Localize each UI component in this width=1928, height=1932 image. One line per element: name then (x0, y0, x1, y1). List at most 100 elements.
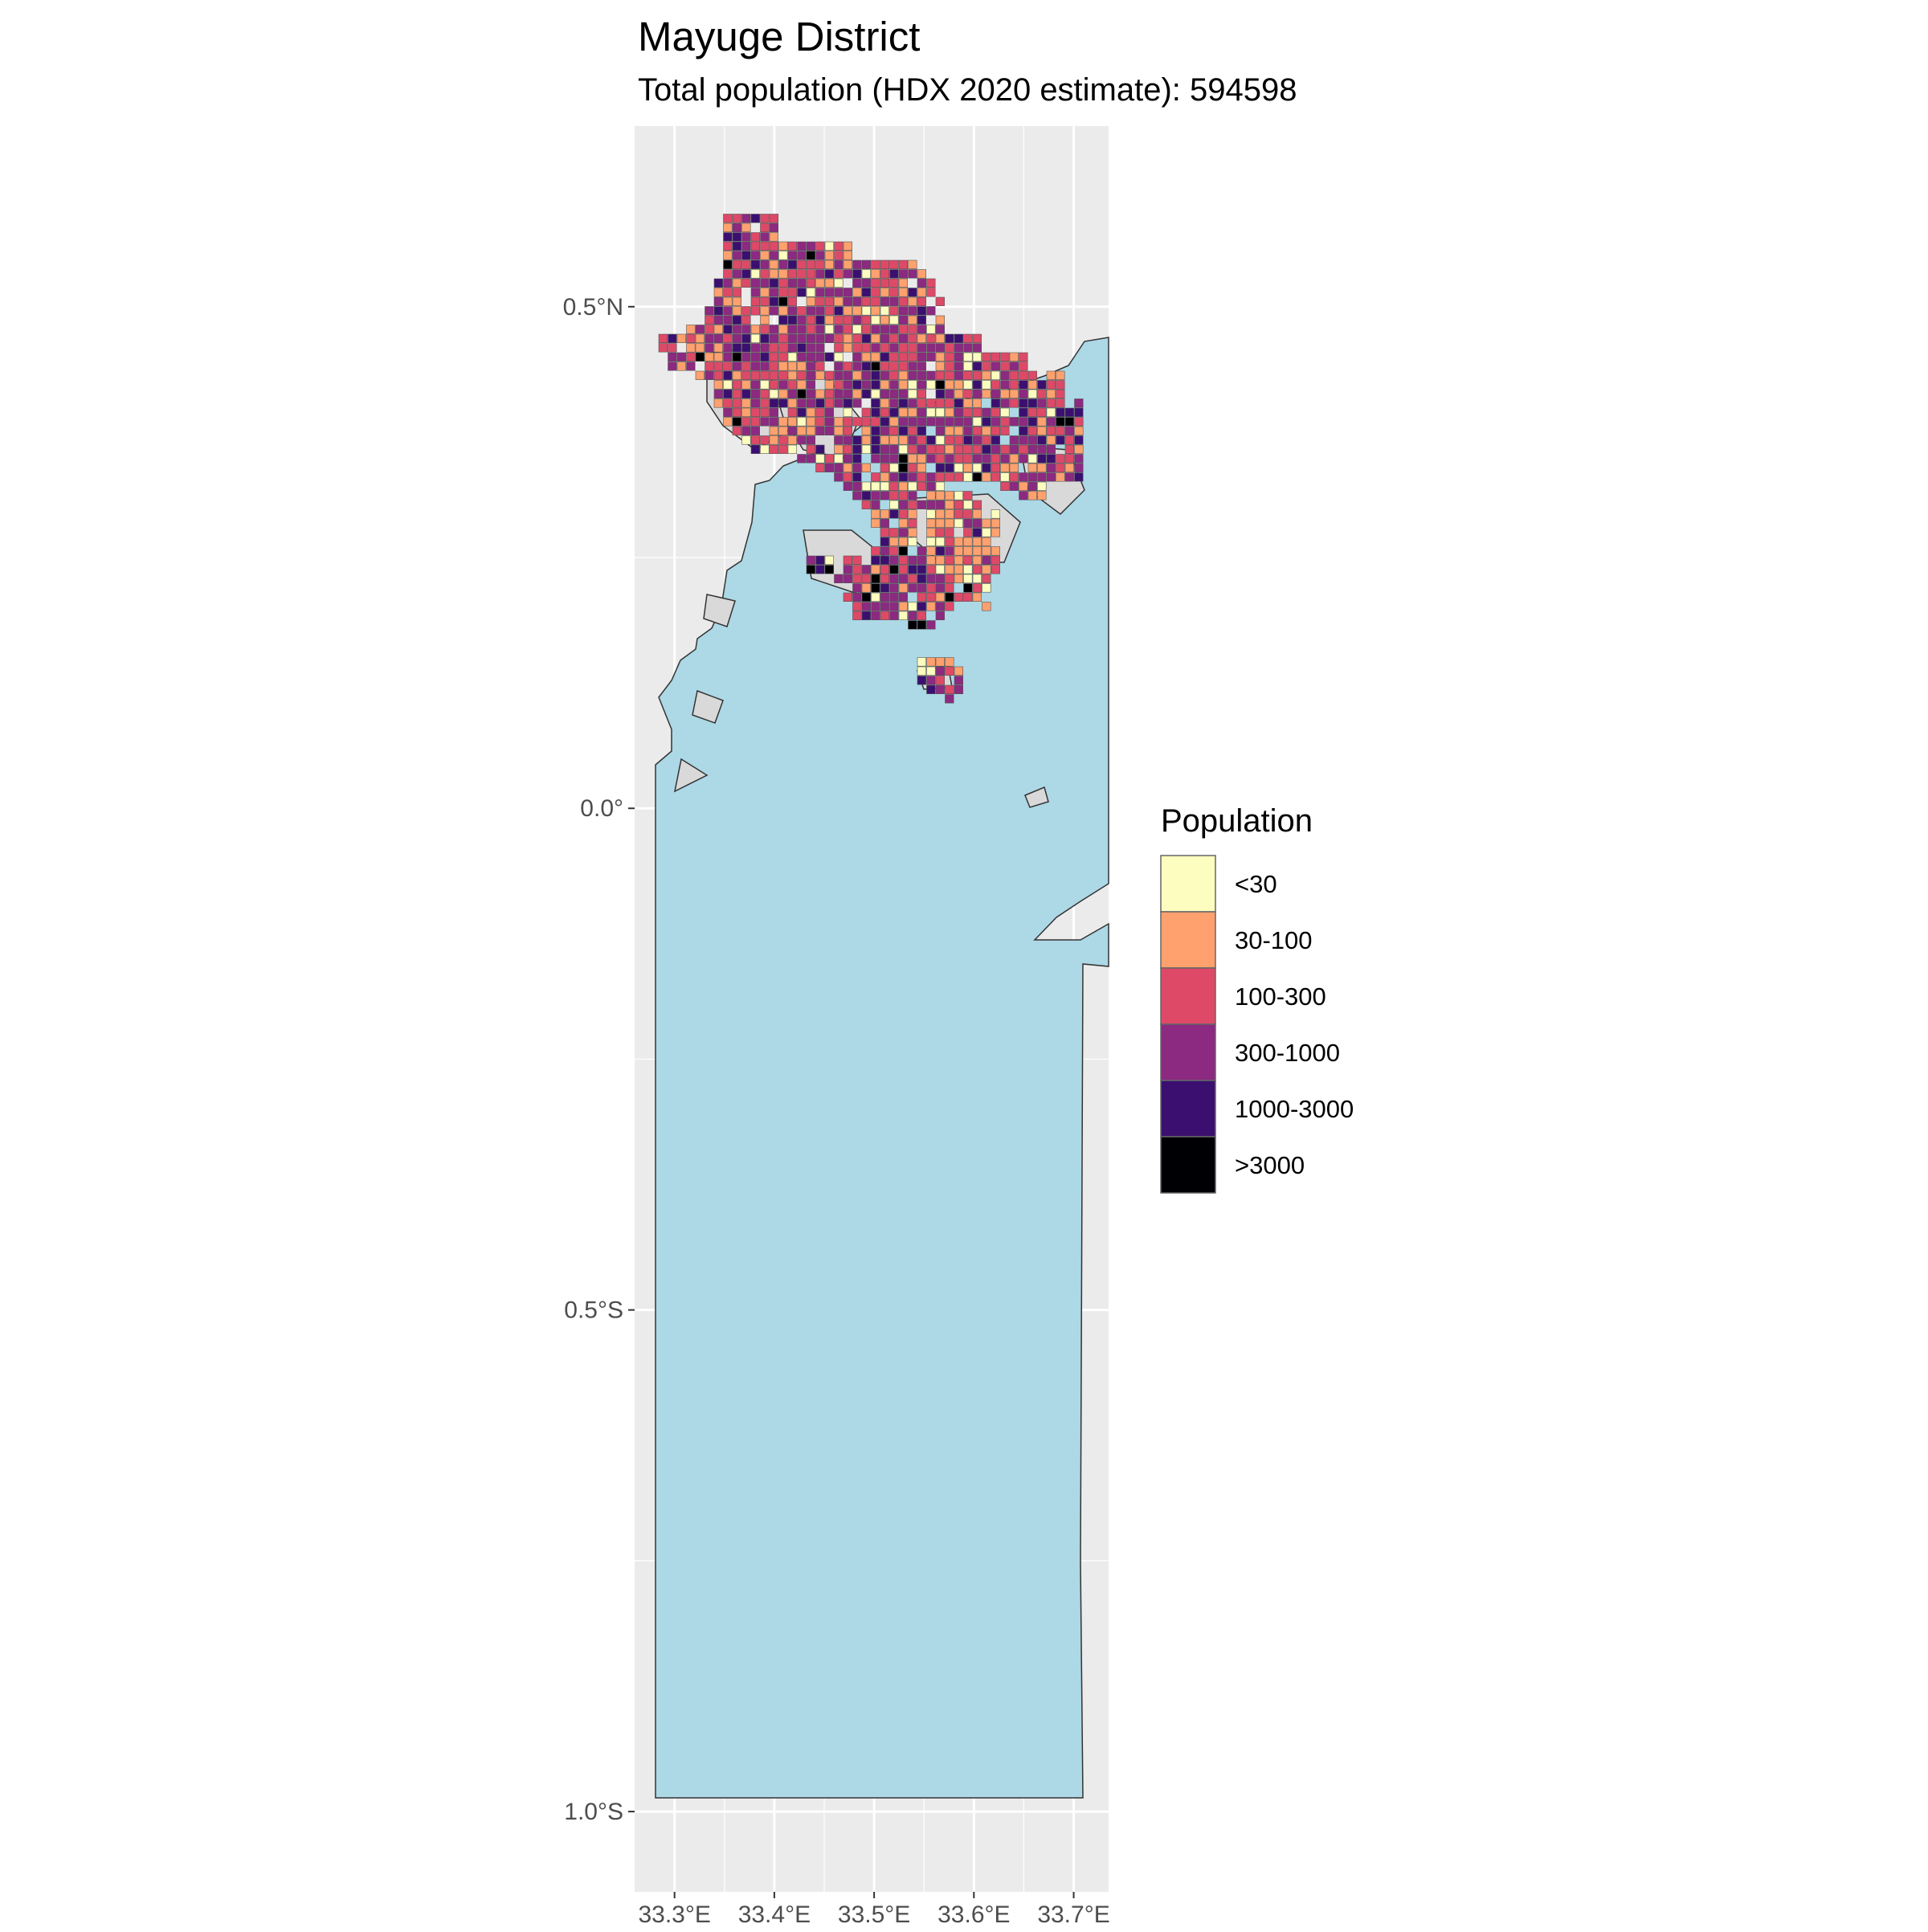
population-cell (806, 278, 815, 288)
population-cell (778, 259, 788, 269)
x-tick-label: 33.7°E (1037, 1901, 1109, 1928)
population-cell (898, 325, 908, 334)
population-cell (1000, 481, 1010, 491)
legend-key (1160, 1136, 1216, 1194)
population-cell (935, 426, 945, 435)
population-cell (1000, 454, 1010, 464)
population-cell (815, 426, 825, 435)
population-cell (935, 592, 945, 602)
population-cell (769, 296, 778, 306)
population-cell (686, 333, 696, 343)
population-cell (954, 500, 963, 509)
population-cell (852, 306, 862, 316)
population-cell (982, 472, 991, 482)
population-cell (898, 444, 908, 454)
population-cell (824, 333, 834, 343)
population-cell (954, 407, 963, 417)
population-cell (824, 370, 834, 380)
population-cell (852, 454, 862, 464)
y-tick-label: 0.0° (580, 795, 623, 822)
population-cell (889, 343, 899, 353)
population-cell (824, 288, 834, 297)
population-cell (880, 352, 889, 361)
population-cell (861, 481, 871, 491)
population-cell (834, 343, 844, 353)
population-cell (778, 241, 788, 251)
population-cell (797, 398, 807, 408)
population-cell (843, 361, 852, 371)
population-cell (852, 435, 862, 445)
population-cell (713, 296, 723, 306)
population-cell (815, 555, 825, 565)
population-cell (723, 241, 733, 251)
population-cell (778, 278, 788, 288)
population-cell (750, 380, 760, 390)
population-cell (852, 398, 862, 408)
population-cell (815, 315, 825, 325)
population-cell (750, 214, 760, 223)
population-cell (797, 454, 807, 464)
population-cell (917, 592, 926, 602)
population-cell (935, 583, 945, 593)
population-cell (741, 407, 751, 417)
legend-label: 300-1000 (1235, 1039, 1340, 1067)
population-cell (723, 407, 733, 417)
population-cell (1046, 444, 1056, 454)
population-cell (834, 463, 844, 472)
population-cell (769, 232, 778, 242)
population-cell (806, 444, 815, 454)
population-cell (713, 288, 723, 297)
population-cell (843, 288, 852, 297)
population-cell (898, 546, 908, 556)
population-cell (806, 454, 815, 464)
population-cell (926, 352, 936, 361)
population-cell (861, 407, 871, 417)
population-cell (797, 251, 807, 260)
population-cell (945, 472, 954, 482)
population-cell (834, 454, 844, 464)
population-cell (824, 278, 834, 288)
population-cell (908, 325, 917, 334)
population-cell (741, 278, 751, 288)
legend: Population <30 30-100 100-300 300-1000 1000-… (1160, 803, 1354, 1194)
population-cell (1027, 481, 1037, 491)
population-cell (732, 223, 741, 232)
population-cell (982, 454, 991, 464)
population-cell (898, 528, 908, 537)
population-cell (806, 241, 815, 251)
population-cell (945, 528, 954, 537)
population-cell (861, 602, 871, 611)
population-cell (741, 269, 751, 279)
population-cell (908, 296, 917, 306)
population-cell (908, 481, 917, 491)
population-cell (991, 454, 1000, 464)
population-cell (1056, 454, 1065, 464)
population-cell (852, 602, 862, 611)
population-cell (760, 380, 770, 390)
population-cell (945, 537, 954, 546)
population-cell (1000, 463, 1010, 472)
legend-key (1160, 1023, 1216, 1081)
population-cell (732, 380, 741, 390)
population-cell (908, 602, 917, 611)
population-cell (787, 269, 797, 279)
population-cell (686, 325, 696, 334)
population-cell (713, 278, 723, 288)
population-cell (760, 241, 770, 251)
legend-keys: <30 30-100 100-300 300-1000 1000-3000 >3000 (1160, 855, 1354, 1194)
population-cell (898, 315, 908, 325)
population-cell (945, 666, 954, 676)
population-cell (926, 306, 936, 316)
population-cell (908, 500, 917, 509)
population-cell (741, 306, 751, 316)
population-cell (926, 684, 936, 694)
axes: 33.3°E 33.4°E 33.5°E 33.6°E 33.7°E 0.5°N 0.0° 0… (563, 294, 1110, 1928)
population-cell (713, 306, 723, 316)
population-cell (695, 325, 705, 334)
population-cell (797, 269, 807, 279)
population-cell (797, 407, 807, 417)
population-cell (871, 602, 880, 611)
population-cell (991, 417, 1000, 427)
population-cell (750, 269, 760, 279)
population-cell (889, 333, 899, 343)
